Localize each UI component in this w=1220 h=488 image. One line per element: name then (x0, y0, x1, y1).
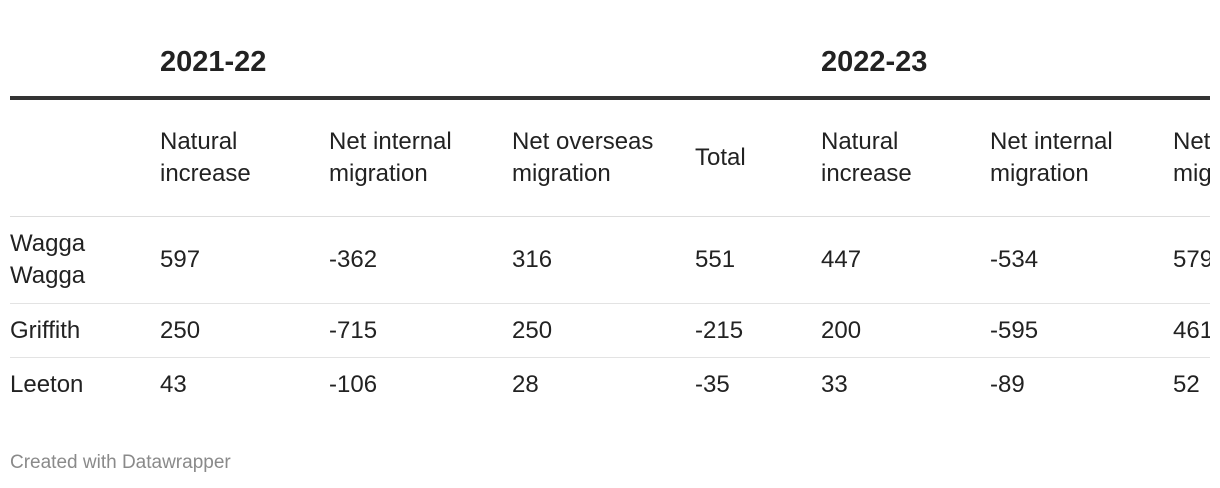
cell: 250 (512, 303, 695, 358)
cell: -35 (695, 371, 730, 399)
group-header: 2021-22 (160, 0, 821, 100)
table-row: Leeton 43 -106 28 -35 33 -89 52 (10, 358, 1210, 413)
table-row: Wagga Wagga 597 -362 316 551 447 -534 579 (10, 216, 1210, 304)
row-label: Griffith (10, 303, 160, 358)
cell: -715 (329, 303, 512, 358)
cell: 250 (160, 303, 329, 358)
data-table: 2021-22 2022-23 Natural increase Net inte… (10, 0, 1210, 413)
cell: -595 (990, 303, 1173, 358)
column-header: Net overseas migration (1173, 98, 1210, 217)
corner (10, 98, 160, 217)
column-header: Net overseas migration (512, 98, 695, 217)
column-header: Net internal migration (329, 98, 512, 217)
row-label: Wagga Wagga (10, 216, 160, 304)
cell: 28 (512, 371, 539, 399)
group-row: 2021-22 2022-23 (10, 0, 1210, 100)
cell: 200 (821, 303, 990, 358)
footer: Created with Datawrapper (10, 452, 231, 473)
cell: -215 (695, 303, 821, 358)
table-row: Griffith 250 -715 250 -215 200 -595 461 (10, 303, 1210, 358)
cell: 316 (512, 216, 695, 304)
column-header: Total (695, 98, 821, 217)
cell: -534 (990, 216, 1173, 304)
column-header: Natural increase (821, 98, 990, 217)
header-row: Natural increase Net internal migration Ne… (10, 98, 1210, 217)
table-body: Wagga Wagga 597 -362 316 551 447 -534 579 Griffi… (10, 216, 1210, 413)
cell: 52 (1173, 371, 1200, 399)
cell: 579 (1173, 216, 1210, 304)
row-label: Leeton (10, 371, 84, 399)
cell: 461 (1173, 303, 1210, 358)
column-header: Net internal migration (990, 98, 1173, 217)
cell: 43 (160, 371, 187, 399)
cell: 597 (160, 216, 329, 304)
table-container: 2021-22 2022-23 Natural increase Net inte… (10, 0, 1210, 420)
corner (10, 0, 160, 100)
cell: -362 (329, 216, 512, 304)
cell: 551 (695, 216, 821, 304)
group-header: 2022-23 (821, 0, 1210, 100)
column-header: Natural increase (160, 98, 329, 217)
cell: 33 (821, 371, 848, 399)
cell: -106 (329, 371, 378, 399)
cell: -89 (990, 371, 1025, 399)
cell: 447 (821, 216, 990, 304)
